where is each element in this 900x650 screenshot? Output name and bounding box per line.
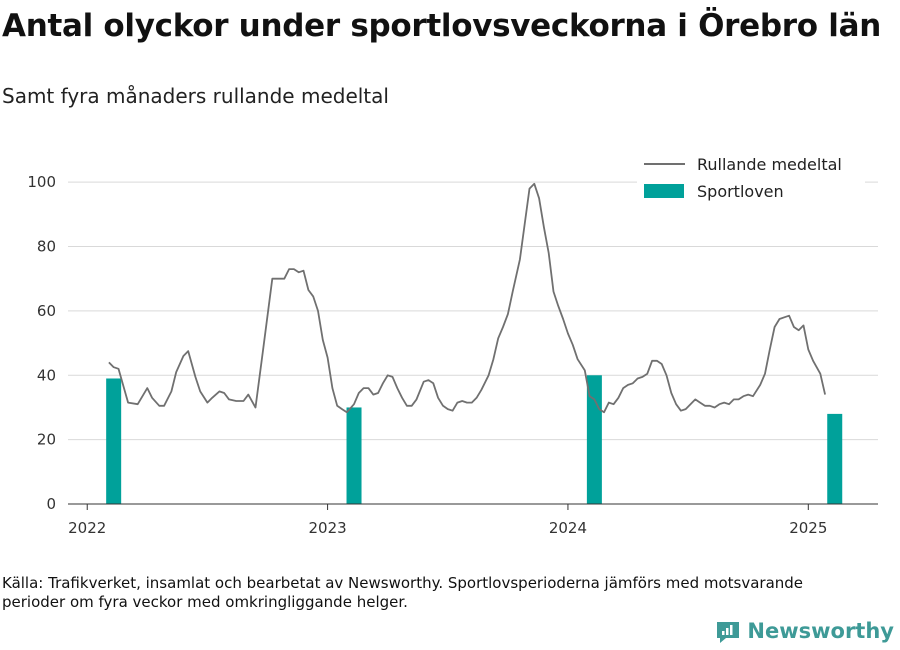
bar-sportloven xyxy=(346,407,362,504)
legend-background xyxy=(637,150,865,212)
legend: Rullande medeltal Sportloven xyxy=(637,150,865,212)
bar-sportloven xyxy=(106,378,122,504)
x-axis-ticks: 2022 2023 2024 2025 xyxy=(68,504,827,537)
legend-label-line: Rullande medeltal xyxy=(697,155,842,174)
y-axis-ticks: 0 20 40 60 80 100 xyxy=(27,173,56,513)
line-series-rullande-medeltal xyxy=(108,182,826,414)
chart-subtitle: Samt fyra månaders rullande medeltal xyxy=(2,84,389,108)
newsworthy-icon xyxy=(717,622,740,643)
source-note: Källa: Trafikverket, insamlat och bearbe… xyxy=(2,574,804,611)
gridlines xyxy=(68,181,878,441)
chart-title: Antal olyckor under sportlovsveckorna i … xyxy=(2,8,881,44)
y-tick-label: 0 xyxy=(46,495,56,513)
y-tick-label: 80 xyxy=(37,238,56,256)
brand-logo[interactable]: Newsworthy xyxy=(715,618,894,644)
chart: 0 20 40 60 80 100 2022 2023 2024 2025 Rullande m… xyxy=(27,150,878,537)
y-tick-label: 100 xyxy=(27,173,56,191)
y-tick-label: 40 xyxy=(37,366,56,384)
x-tick-label: 2022 xyxy=(68,519,106,537)
x-tick-label: 2023 xyxy=(308,519,346,537)
legend-bar-swatch xyxy=(644,184,684,198)
bar-sportloven xyxy=(827,413,843,504)
brand-name: Newsworthy xyxy=(747,619,894,643)
y-tick-label: 20 xyxy=(37,431,56,449)
legend-label-bar: Sportloven xyxy=(697,182,784,201)
x-tick-label: 2024 xyxy=(549,519,587,537)
line-rullande-medeltal xyxy=(108,182,826,414)
x-tick-label: 2025 xyxy=(789,519,827,537)
y-tick-label: 60 xyxy=(37,302,56,320)
